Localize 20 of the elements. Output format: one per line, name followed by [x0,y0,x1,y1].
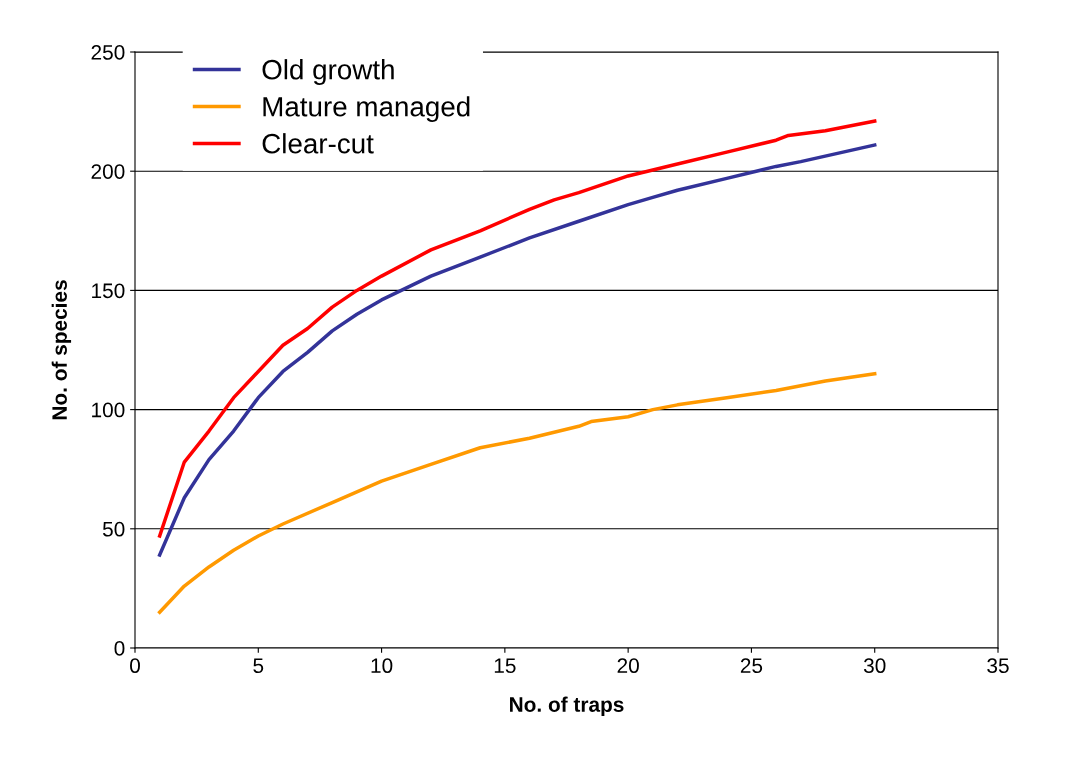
x-tick-label: 25 [740,658,763,674]
x-tick-label: 10 [371,658,393,674]
x-tick-label: 15 [494,658,516,674]
x-tick-label: 5 [253,658,264,674]
x-tick-label: 30 [863,658,886,674]
legend-label: Clear-cut [262,133,374,154]
x-tick-label: 20 [617,658,639,674]
x-axis-title: No. of traps [510,696,624,717]
y-tick-label: 0 [114,641,125,656]
y-tick-label: 200 [91,164,125,179]
legend-label: Mature managed [263,96,470,123]
y-tick-label: 150 [92,283,125,299]
y-tick-label: 50 [102,521,125,537]
legend-label: Old growth [262,59,394,86]
y-axis-title: No. of species [51,280,72,420]
y-tick-label: 100 [92,402,125,418]
x-tick-label: 35 [987,658,1009,674]
y-tick-label: 250 [91,45,125,60]
x-tick-label: 0 [130,658,140,674]
line-series [157,372,877,614]
